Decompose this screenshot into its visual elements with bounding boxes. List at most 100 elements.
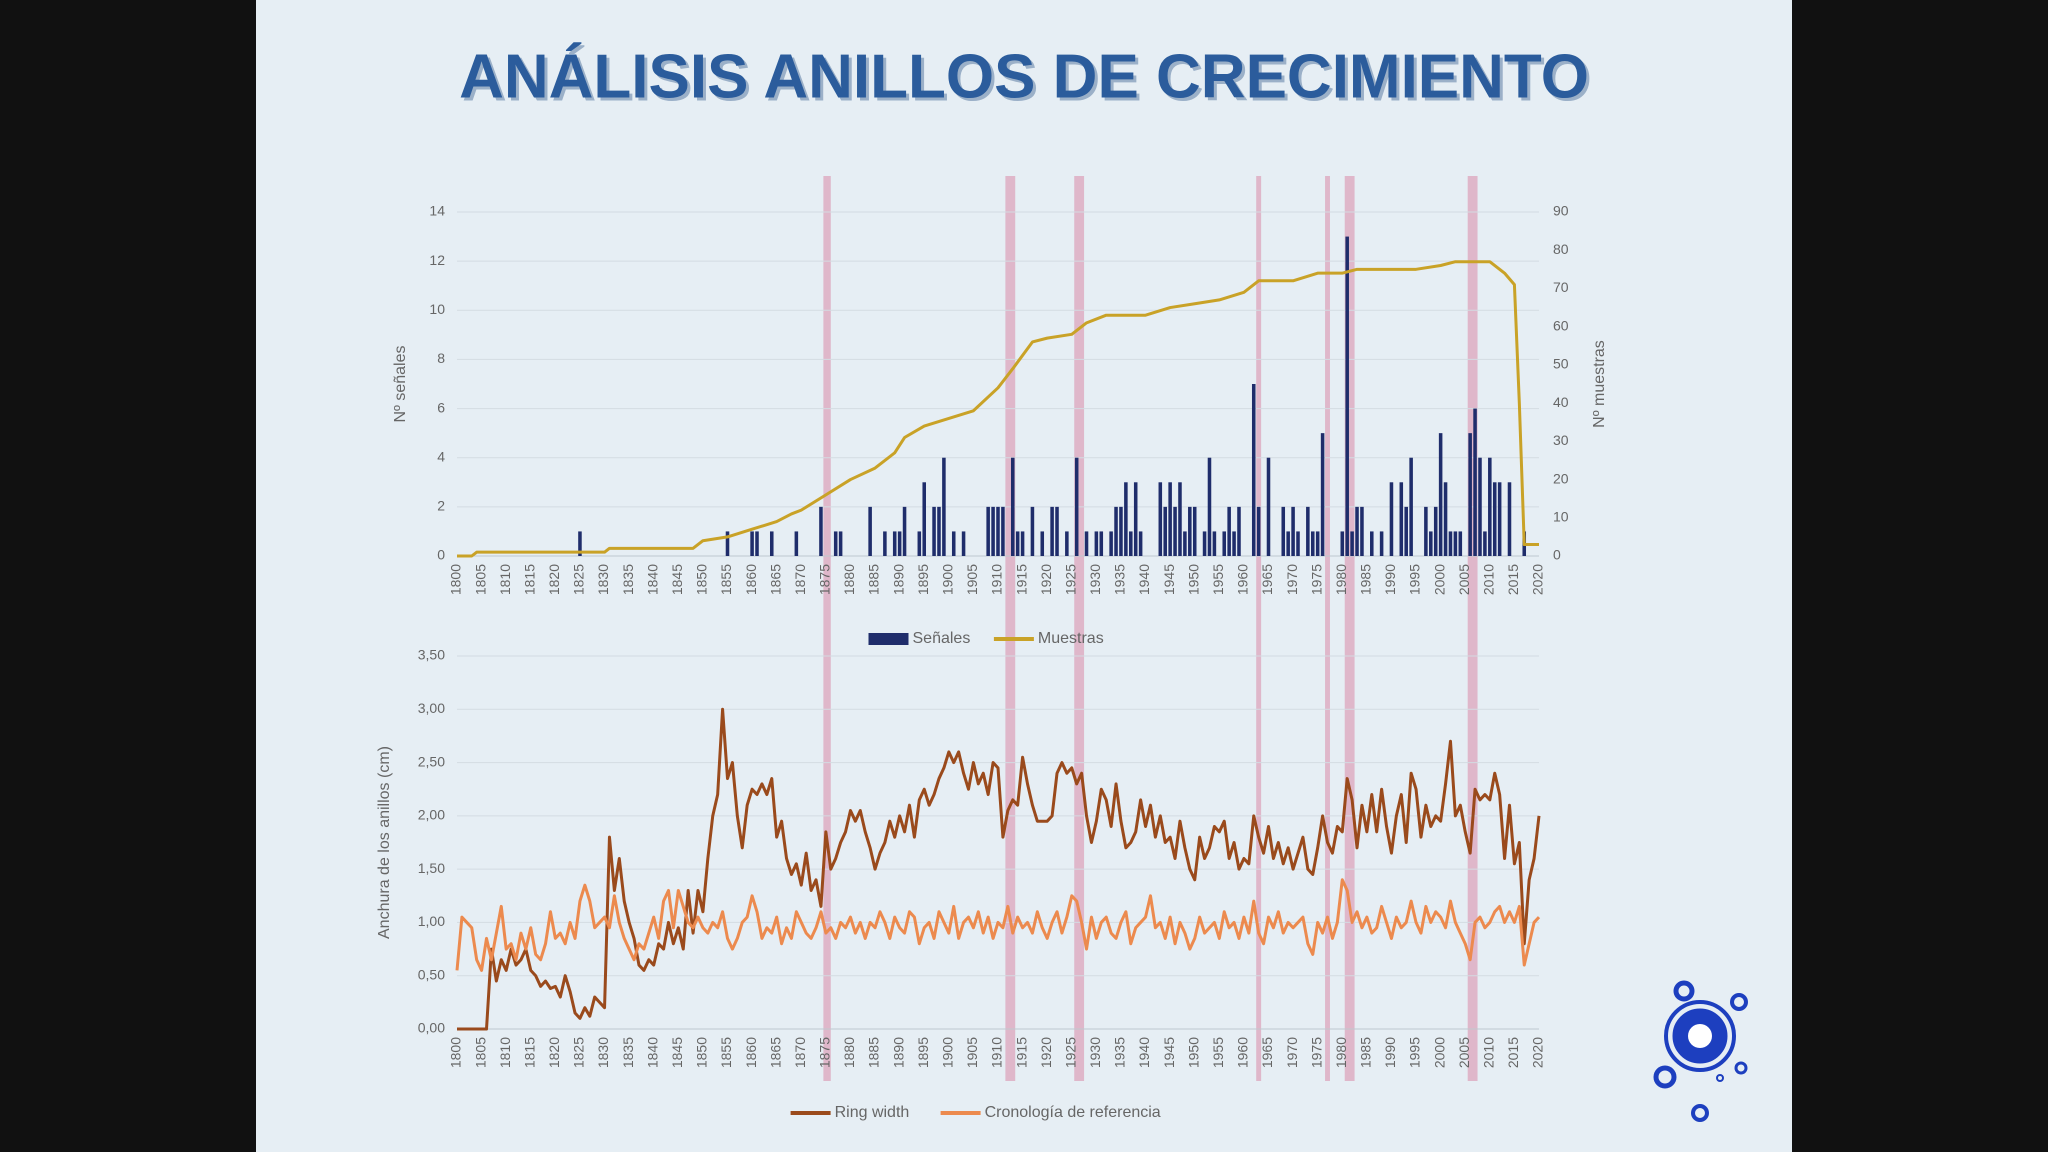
x-tick-label: 1875 <box>817 1037 833 1068</box>
y2-tick-label: 80 <box>1553 241 1569 257</box>
x-tick-label: 1885 <box>866 1037 882 1068</box>
x-tick-label: 1815 <box>521 1037 537 1068</box>
x-tick-label: 1895 <box>915 564 931 595</box>
y-axis-title: Anchura de los anillos (cm) <box>376 746 393 939</box>
x-tick-label: 1965 <box>1259 564 1275 595</box>
bar <box>1207 457 1212 556</box>
x-tick-label: 1800 <box>448 564 464 595</box>
x-tick-label: 1935 <box>1112 1037 1128 1068</box>
slide-panel <box>256 0 1792 1152</box>
x-tick-label: 1830 <box>595 1037 611 1068</box>
title-shadow: ANÁLISIS ANILLOS DE CRECIMIENTO <box>462 45 1592 114</box>
highlight-band <box>823 176 831 1081</box>
x-tick-label: 1935 <box>1112 564 1128 595</box>
x-tick-label: 1940 <box>1136 564 1152 595</box>
x-tick-label: 1915 <box>1013 1037 1029 1068</box>
x-tick-label: 1880 <box>841 564 857 595</box>
bar <box>1281 506 1286 556</box>
bar <box>1030 506 1035 556</box>
legend-label: Muestras <box>1038 630 1104 647</box>
x-tick-label: 1925 <box>1062 1037 1078 1068</box>
bar <box>1345 236 1349 557</box>
y-tick-label: 8 <box>437 350 445 366</box>
y-tick-label: 2,50 <box>418 753 445 769</box>
y-tick-label: 0,50 <box>418 966 445 982</box>
x-tick-label: 1910 <box>989 564 1005 595</box>
x-tick-label: 1905 <box>964 1037 980 1068</box>
bar <box>1251 384 1256 556</box>
line <box>457 260 1539 558</box>
x-tick-label: 1850 <box>694 1037 710 1068</box>
y2-tick-label: 90 <box>1553 203 1569 219</box>
x-tick-label: 1925 <box>1062 564 1078 595</box>
bar <box>1433 506 1438 556</box>
x-tick-label: 1975 <box>1308 1037 1324 1068</box>
legend-label: Cronología de referencia <box>985 1104 1161 1121</box>
logo-dot <box>1734 1061 1748 1075</box>
bar <box>1188 506 1192 556</box>
y-tick-label: 2 <box>437 498 445 514</box>
bar <box>1114 506 1118 556</box>
x-tick-label: 1975 <box>1308 564 1324 595</box>
x-tick-label: 1860 <box>743 1037 759 1068</box>
x-tick-label: 1815 <box>521 564 537 595</box>
bar <box>1266 457 1271 556</box>
bar <box>868 506 872 556</box>
x-tick-label: 1920 <box>1038 1037 1054 1068</box>
bar <box>1222 531 1227 556</box>
bar <box>750 531 754 556</box>
bar <box>1065 531 1069 556</box>
y2-tick-label: 60 <box>1553 317 1569 333</box>
bar <box>1424 506 1428 556</box>
x-tick-label: 1820 <box>546 1037 562 1068</box>
bar <box>1099 531 1104 556</box>
bar <box>794 531 799 556</box>
bar <box>1055 506 1059 556</box>
bar <box>1443 482 1448 556</box>
bar <box>951 531 956 556</box>
y2-tick-label: 40 <box>1553 394 1569 410</box>
bar <box>1124 482 1128 556</box>
bar <box>986 506 990 556</box>
x-tick-label: 1880 <box>841 1037 857 1068</box>
x-tick-label: 1825 <box>571 564 587 595</box>
x-tick-label: 1890 <box>890 1037 906 1068</box>
bar <box>1138 531 1143 556</box>
bar <box>1001 506 1005 556</box>
x-tick-label: 1960 <box>1235 1037 1251 1068</box>
x-tick-label: 1865 <box>767 1037 783 1068</box>
bar <box>1129 531 1133 556</box>
bar <box>1109 531 1113 556</box>
y-tick-label: 0,00 <box>418 1020 445 1036</box>
x-tick-label: 1990 <box>1382 564 1398 595</box>
bar <box>1256 506 1261 556</box>
bar <box>578 531 582 556</box>
bar <box>1178 482 1182 556</box>
x-tick-label: 1930 <box>1087 564 1103 595</box>
y-axis-title: Nº señales <box>392 346 409 423</box>
bar <box>922 482 926 556</box>
bar <box>769 531 774 556</box>
line <box>455 878 1541 972</box>
bar <box>932 506 936 556</box>
bar <box>1483 531 1487 556</box>
bar <box>897 531 902 556</box>
bar <box>1158 482 1163 556</box>
logo-dot <box>1691 1104 1709 1122</box>
bar <box>942 457 946 556</box>
x-tick-label: 1835 <box>620 564 636 595</box>
y-tick-label: 1,00 <box>418 913 445 929</box>
bar <box>1306 506 1310 556</box>
x-tick-label: 2010 <box>1481 564 1497 595</box>
x-tick-label: 1915 <box>1013 564 1029 595</box>
x-tick-label: 2000 <box>1431 564 1447 595</box>
x-tick-label: 1820 <box>546 564 562 595</box>
bar <box>1163 506 1167 556</box>
bar <box>1015 531 1020 556</box>
bar <box>1360 506 1364 556</box>
x-tick-label: 1945 <box>1161 564 1177 595</box>
x-tick-label: 1855 <box>718 1037 734 1068</box>
bar <box>1168 482 1172 556</box>
bar <box>1488 457 1492 556</box>
